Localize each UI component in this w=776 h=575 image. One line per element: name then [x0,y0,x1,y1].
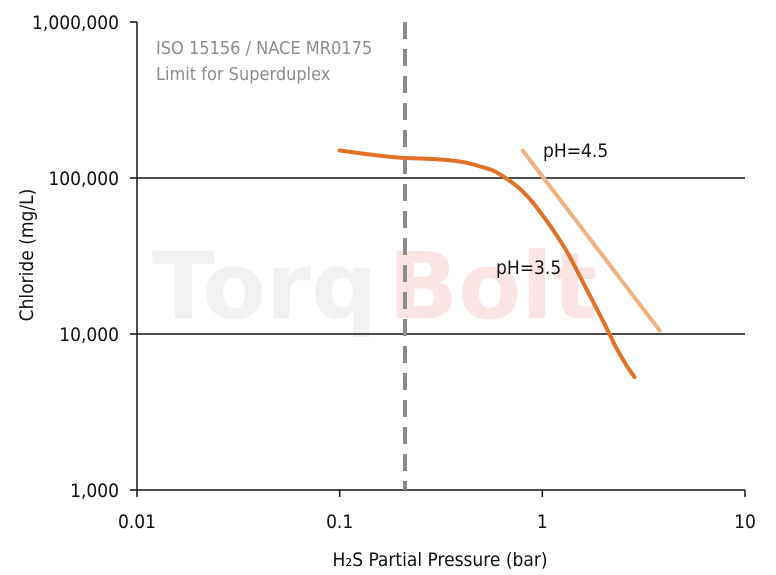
y-tick-label: 1,000,000 [32,12,119,34]
series-label-ph45: pH=4.5 [543,140,608,162]
x-axis-title: H₂S Partial Pressure (bar) [332,549,547,571]
x-tick-label: 10 [734,511,756,533]
series-line-ph45 [520,148,662,333]
axes [130,21,746,497]
x-tick-labels: 0.01 0.1 1 10 [118,511,756,533]
series-lines [337,148,662,379]
gridlines [137,177,745,335]
series-line-ph35 [337,148,637,379]
series-labels: pH=3.5 pH=4.5 [496,140,608,279]
y-axis-title: Chloride (mg/L) [16,189,38,322]
y-tick-labels: 1,000 10,000 100,000 1,000,000 [32,12,119,502]
x-tick-label: 0.1 [326,511,353,533]
annotations: ISO 15156 / NACE MR0175 Limit for Superdu… [156,22,407,490]
limit-annotation-line: ISO 15156 / NACE MR0175 [156,38,372,59]
y-tick-label: 10,000 [59,324,119,346]
series-label-ph35: pH=3.5 [496,257,561,279]
watermark: Torq Bolt [152,233,597,340]
watermark-torq: Torq [152,233,377,340]
x-tick-label: 1 [537,511,548,533]
y-tick-label: 1,000 [70,480,119,502]
watermark-bolt: Bolt [388,233,597,340]
y-tick-label: 100,000 [48,168,119,190]
x-tick-label: 0.01 [118,511,156,533]
limit-annotation-line: Limit for Superduplex [156,64,331,85]
